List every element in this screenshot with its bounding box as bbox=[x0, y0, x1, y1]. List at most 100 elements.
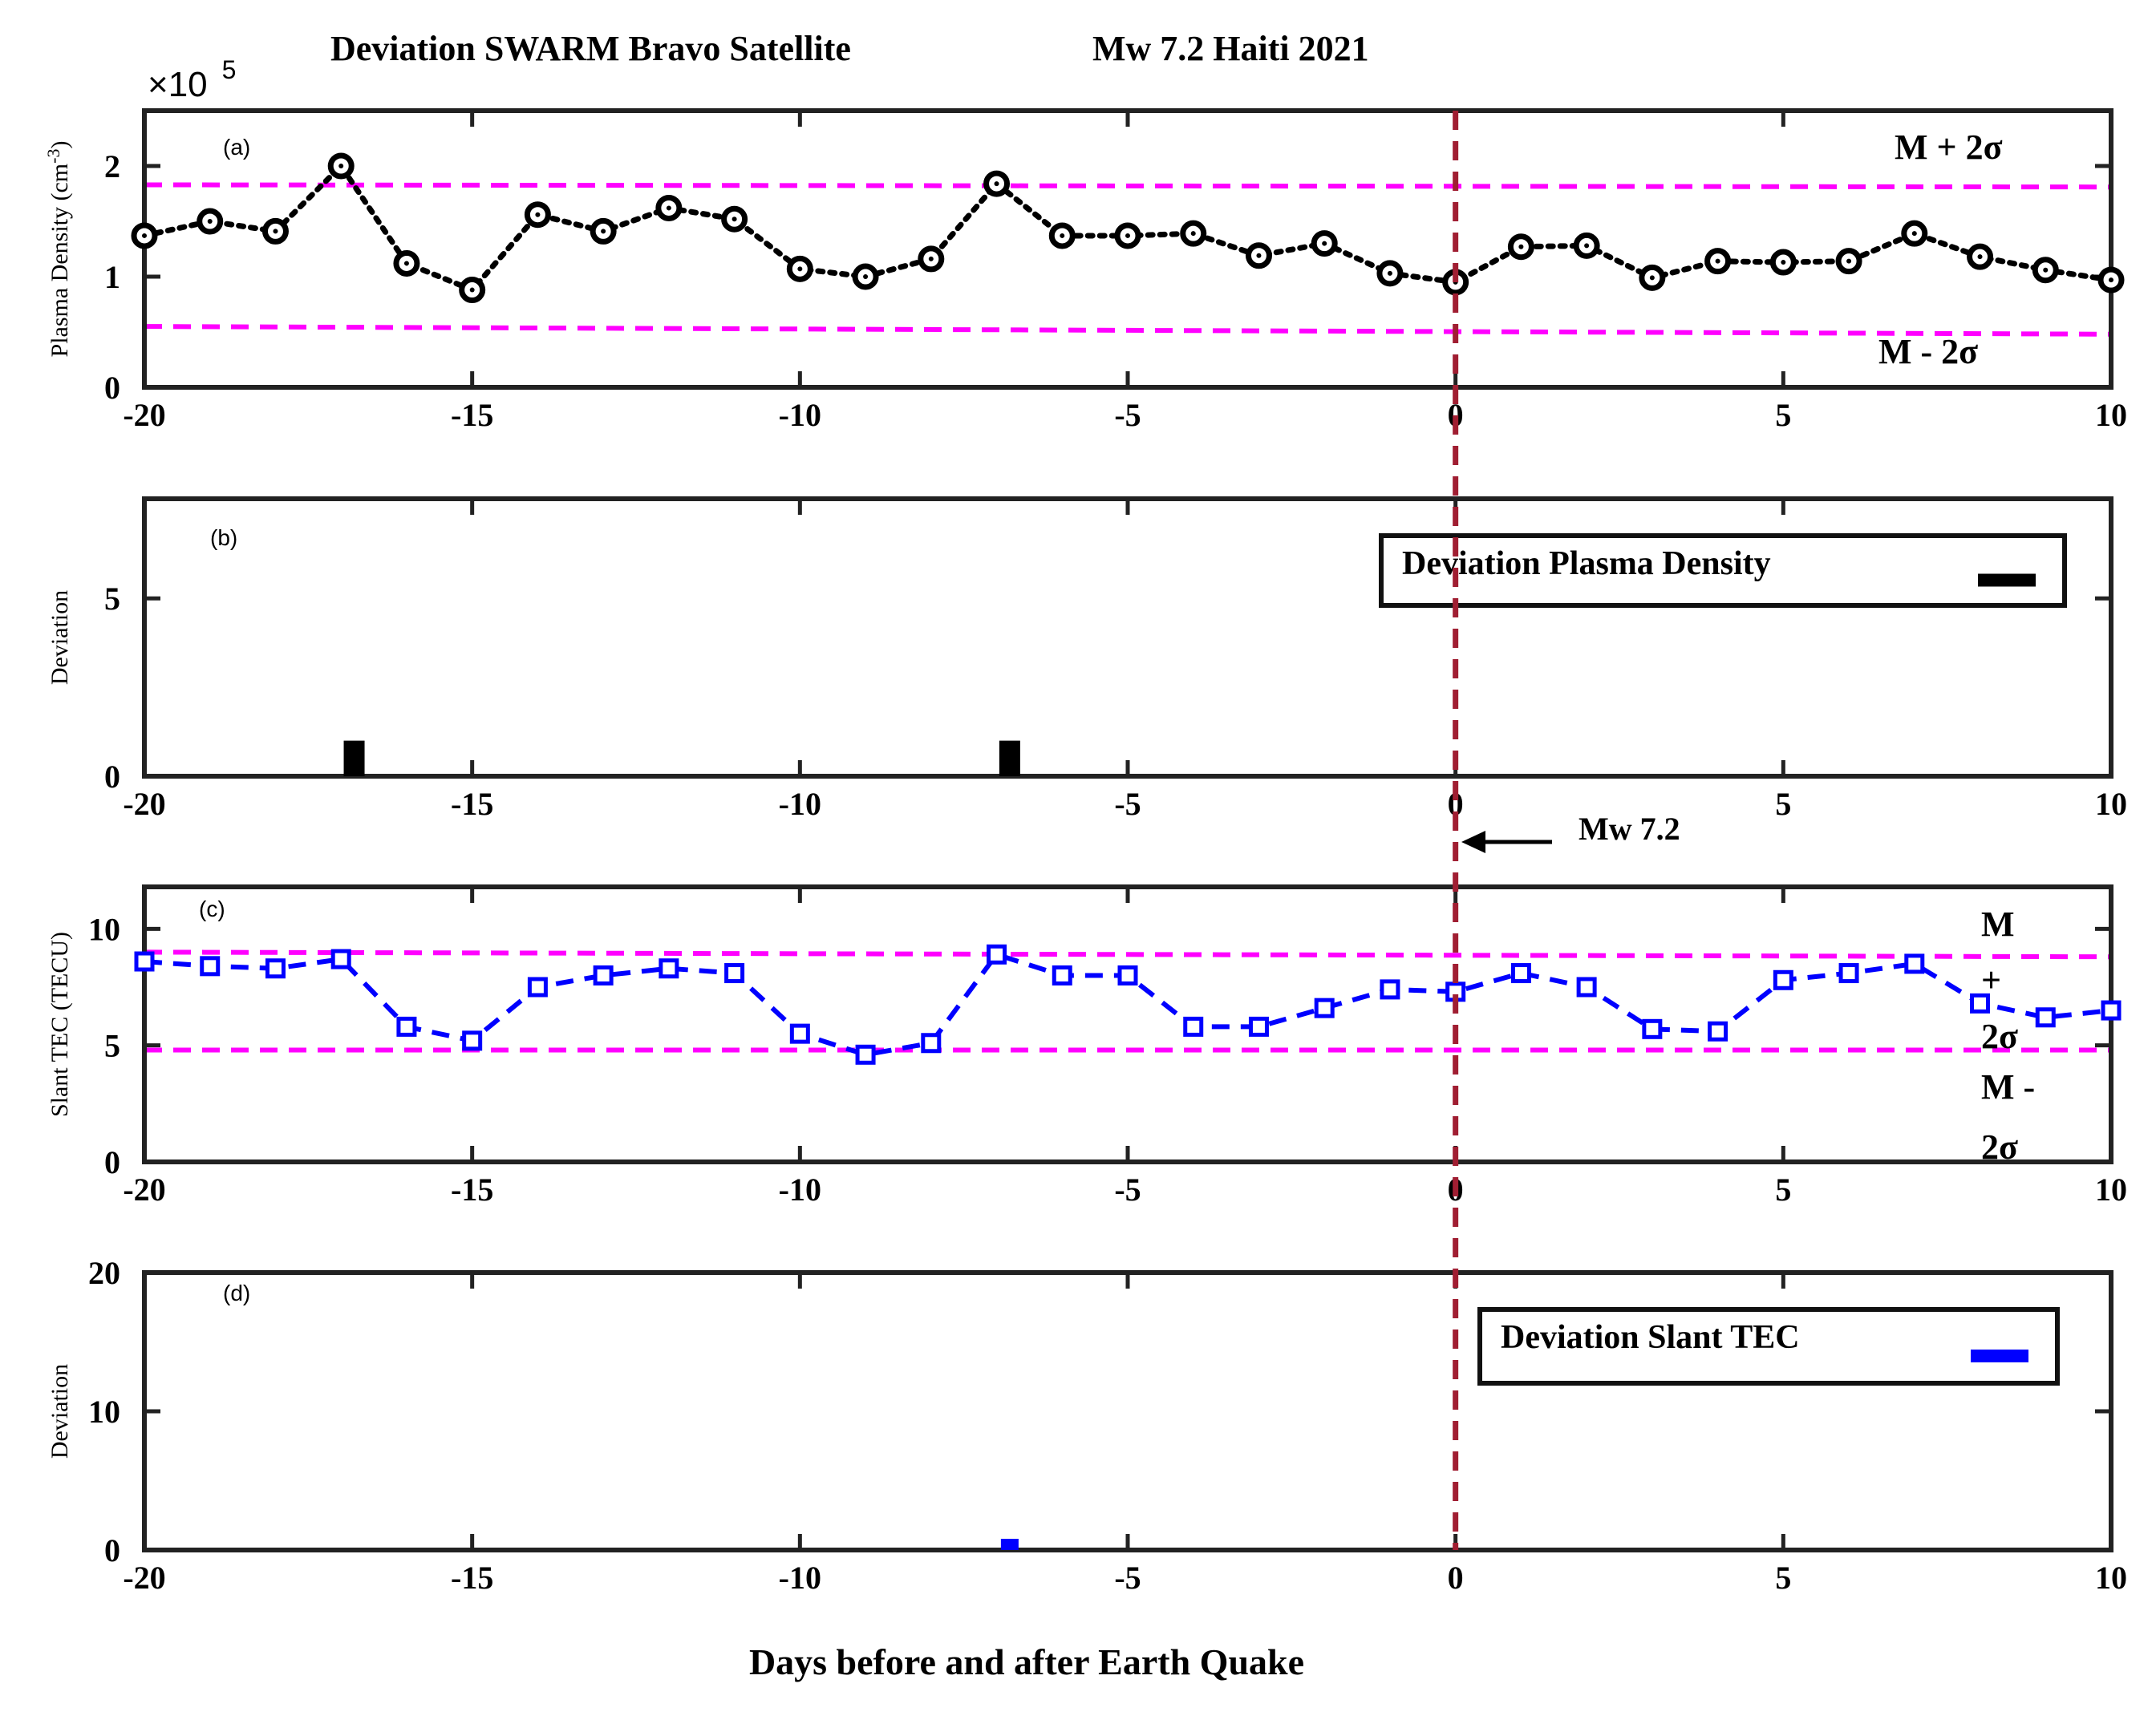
data-point-center bbox=[1190, 231, 1196, 237]
x-tick-label: 10 bbox=[2095, 397, 2127, 433]
y-tick-label: 0 bbox=[104, 370, 120, 406]
earthquake-label: Mw 7.2 bbox=[1578, 811, 1680, 847]
data-point-center bbox=[1781, 260, 1786, 265]
data-point-center bbox=[1977, 254, 1983, 260]
y-tick-label: 2 bbox=[104, 148, 120, 184]
lower-bound-label-line: M - bbox=[1981, 1067, 2035, 1107]
upper-bound-label-line: + bbox=[1981, 961, 2001, 1000]
data-point-center bbox=[1649, 275, 1655, 281]
y-tick-label: 5 bbox=[104, 1028, 120, 1064]
x-tick-label: -15 bbox=[451, 786, 493, 822]
x-tick-label: -5 bbox=[1114, 397, 1141, 433]
panel-c: -20-15-10-505100510Slant TEC (TECU)(c)M+… bbox=[47, 884, 2127, 1208]
legend-label: Deviation Plasma Density bbox=[1402, 545, 1771, 582]
x-tick-label: -15 bbox=[451, 1560, 493, 1596]
data-point bbox=[1510, 963, 1531, 984]
data-point-center bbox=[1715, 258, 1720, 264]
y-tick-label: 0 bbox=[104, 1532, 120, 1568]
data-point bbox=[2035, 1007, 2056, 1028]
legend-label: Deviation Slant TEC bbox=[1501, 1319, 1800, 1356]
data-point-center bbox=[1584, 243, 1590, 249]
y-axis-label: Deviation bbox=[47, 1364, 73, 1459]
x-axis-label: Days before and after Earth Quake bbox=[749, 1641, 1304, 1682]
x-tick-label: -20 bbox=[123, 1172, 165, 1208]
axes-frame bbox=[142, 108, 2113, 390]
x-tick-label: 5 bbox=[1775, 397, 1791, 433]
y-tick-label: 5 bbox=[104, 581, 120, 617]
deviation-bar bbox=[1000, 1539, 1019, 1550]
upper-bound-line bbox=[144, 949, 2112, 960]
upper-bound-line bbox=[144, 182, 2112, 190]
x-tick-label: -10 bbox=[779, 1560, 821, 1596]
y-axis-label: Slant TEC (TECU) bbox=[47, 932, 73, 1117]
data-point bbox=[1970, 993, 1991, 1014]
x-tick-label: 5 bbox=[1775, 786, 1791, 822]
y-tick-label: 1 bbox=[104, 259, 120, 295]
data-point-center bbox=[797, 266, 803, 272]
data-point bbox=[1773, 969, 1793, 990]
x-tick-label: 10 bbox=[2095, 1560, 2127, 1596]
legend-frame bbox=[1379, 533, 2067, 608]
y-tick-label: 0 bbox=[104, 1144, 120, 1180]
exponent-power: 5 bbox=[222, 55, 237, 84]
x-tick-label: 10 bbox=[2095, 1172, 2127, 1208]
data-point-center bbox=[994, 181, 999, 187]
data-point bbox=[200, 956, 221, 977]
upper-bound-label-line: 2σ bbox=[1981, 1017, 2018, 1056]
title-right: Mw 7.2 Haiti 2021 bbox=[1092, 29, 1369, 68]
data-point-center bbox=[1060, 233, 1065, 238]
data-point-center bbox=[1846, 258, 1852, 264]
x-tick-label: -10 bbox=[779, 397, 821, 433]
x-tick-label: -5 bbox=[1114, 1560, 1141, 1596]
y-axis-label-text: Slant TEC (TECU) bbox=[47, 932, 73, 1117]
data-point bbox=[396, 1016, 417, 1037]
panel-label: (a) bbox=[223, 135, 250, 160]
data-point bbox=[1380, 979, 1400, 1000]
panel-label: (b) bbox=[210, 525, 237, 550]
data-point bbox=[855, 1044, 876, 1065]
data-point-center bbox=[2109, 277, 2113, 283]
data-point bbox=[1248, 1016, 1269, 1037]
data-point-center bbox=[207, 219, 213, 224]
data-point bbox=[921, 1033, 942, 1054]
data-point bbox=[593, 965, 614, 985]
x-tick-label: 0 bbox=[1448, 786, 1464, 822]
y-axis-label: Deviation bbox=[47, 590, 73, 685]
lower-bound-line bbox=[144, 324, 2112, 337]
data-point bbox=[1576, 977, 1597, 998]
panel-b: -20 -15 -10 -5 0 5 10 0 5 Deviation (b) Deviation P… bbox=[47, 496, 2127, 822]
x-tick-label: -15 bbox=[451, 397, 493, 433]
data-point-center bbox=[732, 217, 737, 222]
data-point-center bbox=[1322, 241, 1327, 246]
y-axis-label-tail: ) bbox=[47, 141, 73, 149]
data-point-center bbox=[142, 233, 147, 238]
y-tick-label: 20 bbox=[88, 1255, 120, 1291]
legend-box: Deviation Plasma Density bbox=[1379, 533, 2067, 608]
data-point bbox=[265, 958, 286, 979]
data-point-center bbox=[1518, 244, 1524, 249]
data-point bbox=[1642, 1018, 1663, 1039]
upper-bound-label: M + 2σ bbox=[1895, 127, 2003, 167]
x-tick-label: -20 bbox=[123, 786, 165, 822]
data-point-center bbox=[2043, 267, 2049, 273]
data-point-center bbox=[338, 164, 344, 168]
x-tick-label: -15 bbox=[451, 1172, 493, 1208]
data-point bbox=[527, 977, 548, 998]
x-tick-label: -10 bbox=[779, 1172, 821, 1208]
panel-a: -20 -15 -10 -5 0 5 10 0 1 2 Plasma Density (cm-3) ×… bbox=[43, 55, 2127, 433]
data-point-center bbox=[863, 274, 869, 279]
data-point bbox=[330, 949, 351, 969]
panel-label: (d) bbox=[223, 1281, 250, 1305]
data-point bbox=[724, 963, 745, 984]
title-left: Deviation SWARM Bravo Satellite bbox=[330, 29, 851, 68]
data-point-center bbox=[1911, 231, 1917, 237]
data-point-center bbox=[666, 205, 671, 211]
x-tick-label: -5 bbox=[1114, 786, 1141, 822]
x-tick-label: -20 bbox=[123, 397, 165, 433]
data-point-center bbox=[273, 229, 278, 234]
data-point bbox=[987, 944, 1007, 965]
earthquake-marker: Mw 7.2 bbox=[1453, 111, 1680, 1550]
panel-d: -20 -15 -10 -5 0 5 10 0 10 20 Deviation (d) Deviatio… bbox=[47, 1255, 2127, 1596]
y-tick-label: 0 bbox=[104, 759, 120, 795]
